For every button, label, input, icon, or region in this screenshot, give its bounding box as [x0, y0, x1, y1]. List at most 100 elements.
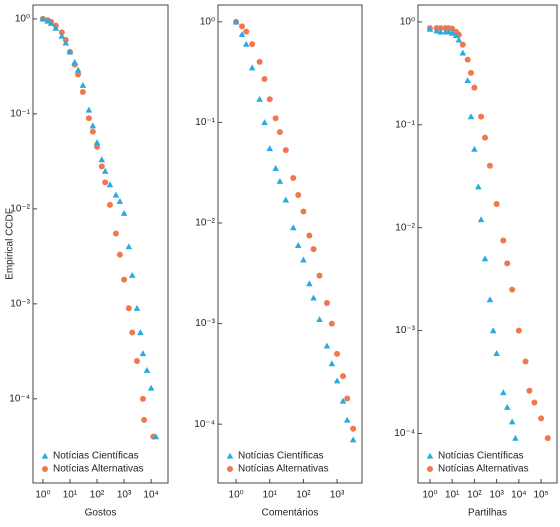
data-point: [120, 209, 128, 216]
data-point: [538, 415, 545, 422]
data-point: [39, 15, 47, 22]
data-point: [272, 164, 279, 171]
y-axis-label: Empirical CCDF: [5, 208, 16, 280]
data-point: [256, 95, 263, 102]
data-point: [290, 175, 297, 182]
data-point: [437, 25, 444, 32]
data-point: [121, 276, 128, 283]
data-point: [512, 434, 519, 441]
data-point: [248, 64, 256, 71]
data-point: [116, 251, 123, 258]
data-point: [101, 167, 109, 174]
data-point: [128, 271, 136, 278]
data-point: [133, 304, 141, 311]
data-point: [129, 329, 136, 336]
data-point: [310, 294, 317, 301]
data-point: [266, 96, 273, 103]
data-point: [239, 23, 246, 30]
data-point: [475, 183, 482, 190]
y-tick-label: 10⁻²: [10, 203, 30, 214]
x-tick-label: 10¹: [63, 490, 78, 501]
data-point: [238, 31, 246, 38]
data-point: [147, 384, 155, 391]
y-tick-label: 10⁻¹: [395, 119, 415, 130]
data-point: [125, 243, 133, 250]
data-point: [509, 286, 516, 293]
legend-label: Notícias Alternativas: [438, 464, 529, 475]
data-point: [471, 145, 478, 152]
data-point: [294, 242, 302, 248]
data-point: [437, 28, 444, 35]
data-point: [295, 191, 302, 198]
data-point: [350, 425, 357, 432]
x-tick-label: 10⁰: [35, 490, 50, 501]
data-point: [79, 81, 87, 88]
data-point: [503, 403, 511, 410]
data-point: [544, 435, 551, 442]
data-point: [71, 58, 79, 65]
x-axis-label: Comentários: [262, 508, 319, 519]
data-point: [306, 280, 313, 287]
data-point: [306, 232, 313, 239]
data-point: [52, 24, 60, 31]
legend-marker: [427, 466, 433, 472]
data-point: [508, 418, 516, 425]
data-point: [500, 389, 507, 396]
y-tick-label: 10⁰: [400, 17, 415, 28]
data-point: [467, 69, 474, 76]
data-point: [89, 128, 96, 135]
data-point: [489, 327, 497, 334]
data-point: [102, 179, 109, 186]
x-tick-label: 10⁰: [229, 490, 244, 501]
x-tick-label: 10²: [296, 490, 311, 501]
x-tick-label: 10³: [489, 490, 504, 501]
data-point: [58, 29, 65, 36]
data-point: [266, 145, 274, 152]
data-point: [139, 395, 146, 402]
data-point: [459, 41, 466, 48]
data-point: [493, 350, 500, 357]
data-point: [455, 36, 463, 43]
x-tick-label: 10¹: [263, 490, 278, 501]
panel: 10⁰ 10⁻¹ 10⁻² 10⁻³ 10⁻⁴ 10⁰ 10¹ 10² 10³ 10⁴ 10⁵ Par…: [394, 4, 558, 519]
x-tick-label: 10⁰: [422, 490, 437, 501]
y-tick-label: 10⁻³: [10, 298, 30, 309]
data-point: [47, 19, 55, 26]
data-point: [433, 27, 440, 34]
data-point: [276, 177, 284, 184]
data-point: [493, 200, 500, 207]
data-point: [58, 32, 66, 39]
panel: 10⁰ 10⁻¹ 10⁻² 10⁻³ 10⁻⁴ 10⁰ 10¹ 10² 10³ Comentári…: [194, 4, 363, 519]
data-point: [349, 436, 357, 443]
y-tick-label: 10⁻⁴: [9, 393, 30, 404]
data-point: [85, 106, 93, 113]
legend-marker: [42, 466, 48, 472]
x-tick-label: 10⁴: [143, 490, 158, 501]
data-point: [94, 143, 101, 150]
data-point: [310, 246, 317, 253]
y-tick-label: 10⁻²: [195, 218, 215, 229]
legend-label: Notícias Científicas: [238, 451, 324, 462]
data-point: [452, 32, 460, 39]
data-point: [316, 316, 323, 323]
legend-label: Notícias Científicas: [53, 451, 139, 462]
data-point: [106, 181, 114, 188]
data-point: [256, 58, 263, 65]
data-point: [300, 256, 307, 263]
data-point: [93, 139, 101, 146]
data-point: [471, 84, 478, 91]
y-tick-label: 10⁻³: [395, 325, 415, 336]
data-point: [344, 395, 351, 402]
data-point: [478, 113, 485, 120]
data-point: [339, 397, 347, 404]
y-tick-label: 10⁻⁴: [194, 419, 215, 430]
legend-marker: [41, 452, 49, 459]
data-point: [249, 41, 256, 48]
x-tick-label: 10²: [467, 490, 482, 501]
data-point: [333, 377, 341, 384]
legend-marker: [226, 452, 234, 459]
data-point: [141, 416, 148, 423]
data-point: [125, 305, 132, 312]
data-point: [328, 360, 336, 367]
data-point: [289, 224, 297, 231]
